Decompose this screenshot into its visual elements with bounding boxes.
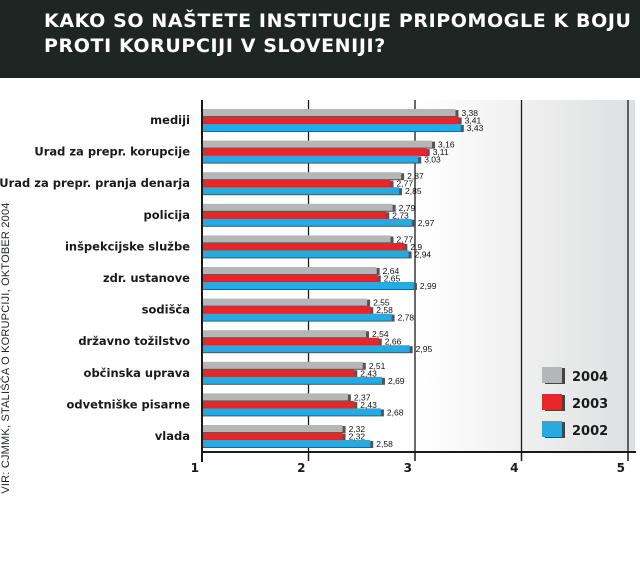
legend-label: 2003 (572, 397, 608, 412)
category-label: sodišča (142, 303, 190, 317)
bar-2002 (202, 187, 400, 195)
value-label: 2,69 (388, 376, 405, 386)
value-label: 2,9 (410, 242, 422, 252)
value-label: 3,16 (438, 140, 455, 150)
legend-swatch-2002 (542, 421, 562, 437)
x-tick-label: 5 (617, 461, 625, 475)
category-label: policija (144, 208, 190, 222)
bar-2003 (202, 400, 355, 408)
value-label: 3,38 (461, 108, 478, 118)
value-label: 2,95 (416, 344, 433, 354)
bar-chart: mediji 3,383,413,43 Urad za prepr. korupci… (0, 100, 636, 475)
bar-2004 (202, 298, 368, 306)
value-label: 3,41 (465, 116, 482, 126)
category-label: mediji (150, 113, 190, 127)
category-label: Urad za prepr. pranja denarja (0, 176, 190, 190)
value-label: 2,77 (397, 179, 414, 189)
bar-2003 (202, 148, 427, 156)
bar-2004 (202, 425, 343, 432)
bar-2002 (202, 345, 410, 353)
value-label: 2,66 (385, 337, 402, 347)
category-label: Urad za prepr. korupcije (34, 145, 190, 159)
category-label: državno tožilstvo (78, 334, 190, 348)
x-tick-label: 1 (191, 461, 199, 475)
value-label: 2,37 (354, 392, 371, 402)
bar-2002 (202, 408, 381, 416)
bar-2004 (202, 172, 402, 180)
bar-2002 (202, 440, 371, 447)
value-label: 2,73 (392, 210, 409, 220)
value-label: 2,94 (415, 249, 432, 259)
legend-swatch-2004 (542, 367, 562, 383)
value-label: 2,78 (398, 313, 415, 323)
value-label: 2,58 (376, 439, 393, 449)
category-label: občinska uprava (84, 366, 190, 380)
bar-2002 (202, 250, 409, 258)
header-bar (0, 0, 640, 78)
category-label: odvetniške pisarne (67, 397, 191, 411)
bar-2004 (202, 203, 393, 211)
x-tick-label: 3 (404, 461, 412, 475)
bar-2002 (202, 282, 414, 289)
bar-2004 (202, 330, 367, 338)
bar-2003 (202, 306, 371, 314)
value-label: 2,32 (349, 432, 366, 442)
bar-2003 (202, 211, 387, 219)
value-label: 2,32 (349, 424, 366, 434)
category-label: vlada (155, 429, 190, 443)
legend-label: 2004 (572, 370, 608, 385)
value-label: 2,99 (420, 281, 437, 291)
bar-2003 (202, 242, 405, 250)
x-tick-label: 2 (297, 461, 305, 475)
value-label: 3,11 (433, 147, 449, 157)
bar-2003 (202, 179, 391, 187)
value-label: 2,43 (360, 400, 377, 410)
value-label: 2,79 (399, 203, 416, 213)
bar-2003 (202, 337, 379, 345)
value-label: 2,54 (372, 329, 389, 339)
bar-2002 (202, 124, 461, 131)
value-label: 2,51 (369, 361, 386, 371)
category-label: inšpekcijske službe (65, 239, 190, 253)
x-tick-label: 4 (510, 461, 518, 475)
value-label: 2,97 (418, 218, 435, 228)
bar-2002 (202, 155, 419, 163)
bar-2002 (202, 313, 392, 321)
legend-label: 2002 (572, 424, 608, 439)
bar-2002 (202, 376, 382, 384)
value-label: 2,87 (407, 171, 424, 181)
bar-2004 (202, 393, 348, 401)
value-label: 2,58 (376, 305, 393, 315)
value-label: 2,43 (360, 368, 377, 378)
value-label: 2,55 (373, 298, 390, 308)
value-label: 2,64 (383, 266, 400, 276)
bar-2002 (202, 218, 412, 226)
chart-title: KAKO SO NAŠTETE INSTITUCIJE PRIPOMOGLE K… (44, 10, 632, 57)
bar-2004 (202, 361, 363, 369)
bar-2004 (202, 235, 391, 243)
category-label: zdr. ustanove (103, 271, 190, 285)
bar-2003 (202, 116, 459, 124)
legend-swatch-2003 (542, 394, 562, 410)
bar-2003 (202, 369, 355, 377)
bar-2004 (202, 109, 456, 116)
value-label: 2,68 (387, 407, 404, 417)
bar-2004 (202, 140, 433, 148)
bar-2004 (202, 267, 377, 274)
value-label: 2,65 (384, 274, 401, 284)
value-label: 3,43 (467, 123, 484, 133)
value-label: 2,85 (405, 186, 422, 196)
bar-2003 (202, 432, 343, 440)
value-label: 3,03 (424, 155, 441, 165)
value-label: 2,77 (397, 234, 414, 244)
bar-2003 (202, 274, 378, 282)
